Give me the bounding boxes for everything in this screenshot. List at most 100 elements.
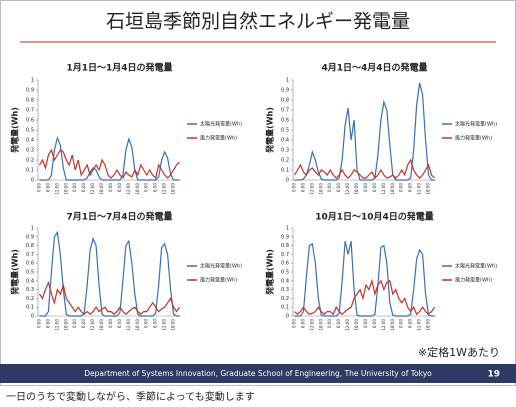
x-tick-label: 18:00 [99,319,104,331]
x-tick-label: 12:00 [90,319,95,331]
x-tick-label: 12:00 [126,319,131,331]
x-tick-label: 12:00 [90,183,95,195]
y-tick-label: 0 [31,178,34,184]
y-tick-label: 0.3 [281,148,289,154]
x-tick-label: 12:00 [126,183,131,195]
x-tick-label: 0:00 [327,319,332,328]
legend-label: 太陽光発電量(Wh) [455,121,497,128]
x-tick-label: 12:00 [162,319,167,331]
y-tick-label: 0.5 [281,270,289,276]
legend-label: 太陽光発電量(Wh) [200,263,242,270]
y-tick-label: 0.2 [26,158,34,164]
x-tick-label: 6:00 [117,319,122,328]
y-tick-label: 1 [31,78,34,84]
y-tick-label: 0.6 [26,261,34,267]
y-tick-label: 0.3 [26,287,34,293]
x-tick-label: 12:00 [309,183,314,195]
x-tick-label: 18:00 [318,183,323,195]
x-tick-label: 6:00 [81,183,86,192]
x-tick-label: 18:00 [426,183,431,195]
x-tick-label: 6:00 [81,319,86,328]
x-tick-label: 0:00 [399,183,404,192]
x-tick-label: 0:00 [291,183,296,192]
series-line [38,280,181,316]
x-tick-label: 0:00 [36,183,41,192]
note: ※定格1Wあたり [418,345,500,359]
y-tick-label: 0.4 [26,138,34,144]
x-tick-label: 6:00 [336,319,341,328]
y-axis-label: 発電量(Wh) [265,249,275,296]
x-tick-label: 0:00 [363,319,368,328]
y-tick-label: 0.7 [281,108,289,114]
x-tick-label: 12:00 [345,319,350,331]
y-tick-label: 0.9 [281,88,289,94]
x-tick-label: 12:00 [417,183,422,195]
x-tick-label: 6:00 [300,319,305,328]
series-line [293,158,435,180]
x-tick-label: 18:00 [171,319,176,331]
series-line [294,278,436,316]
y-tick-label: 0.6 [281,261,289,267]
y-axis-label: 発電量(Wh) [10,107,20,154]
y-tick-label: 0.9 [281,234,289,240]
y-tick-label: 0.1 [281,168,289,174]
y-tick-label: 1 [286,78,289,84]
page-number: 19 [487,370,500,380]
x-tick-label: 0:00 [108,183,113,192]
series-line [38,148,180,180]
x-tick-label: 6:00 [45,319,50,328]
legend-label: 太陽光発電量(Wh) [200,121,242,128]
legend-label: 風力発電量(Wh) [200,135,237,142]
x-tick-label: 0:00 [399,319,404,328]
x-tick-label: 12:00 [54,319,59,331]
y-tick-label: 0.7 [281,252,289,258]
y-axis-label: 発電量(Wh) [265,107,275,154]
footer-bar [0,364,516,383]
x-tick-label: 18:00 [63,183,68,195]
chart-title: 4月1日～4月4日の発電量 [321,62,427,74]
y-tick-label: 0.8 [26,98,34,104]
y-tick-label: 0.2 [26,296,34,302]
x-tick-label: 0:00 [291,319,296,328]
y-tick-label: 0.7 [26,108,34,114]
legend-label: 風力発電量(Wh) [455,277,492,284]
y-tick-label: 0 [286,314,289,320]
x-tick-label: 6:00 [117,183,122,192]
y-tick-label: 0.1 [281,305,289,311]
y-tick-label: 0 [286,178,289,184]
y-axis-label: 発電量(Wh) [10,249,20,296]
series-line [39,136,180,181]
x-tick-label: 18:00 [135,183,140,195]
footer-text: Department of Systems Innovation, Gradua… [84,369,432,378]
x-tick-label: 18:00 [63,319,68,331]
y-tick-label: 0.5 [26,270,34,276]
x-tick-label: 6:00 [372,319,377,328]
x-tick-label: 12:00 [54,183,59,195]
caption: 一日のうちで変動しながら、季節によっても変動します [6,390,255,403]
x-tick-label: 0:00 [36,319,41,328]
y-tick-label: 0.1 [26,305,34,311]
y-tick-label: 0.2 [281,296,289,302]
x-tick-label: 6:00 [45,183,50,192]
chart-title: 10月1日～10月4日の発電量 [315,211,434,223]
x-tick-label: 6:00 [408,319,413,328]
y-tick-label: 0.9 [26,234,34,240]
x-tick-label: 12:00 [381,183,386,195]
x-tick-label: 18:00 [99,183,104,195]
y-tick-label: 0.4 [26,278,34,284]
y-tick-label: 0.1 [26,168,34,174]
y-tick-label: 0.4 [281,278,289,284]
chart-title: 7月1日～7月4日の発電量 [66,211,172,223]
y-tick-label: 0.9 [26,88,34,94]
x-tick-label: 6:00 [153,183,158,192]
y-tick-label: 0 [31,314,34,320]
legend-label: 風力発電量(Wh) [455,135,492,142]
x-tick-label: 18:00 [390,319,395,331]
y-tick-label: 0.5 [26,128,34,134]
series-line [294,82,435,181]
x-tick-label: 6:00 [408,183,413,192]
x-tick-label: 18:00 [318,319,323,331]
x-tick-label: 0:00 [72,183,77,192]
y-tick-label: 0.8 [26,243,34,249]
